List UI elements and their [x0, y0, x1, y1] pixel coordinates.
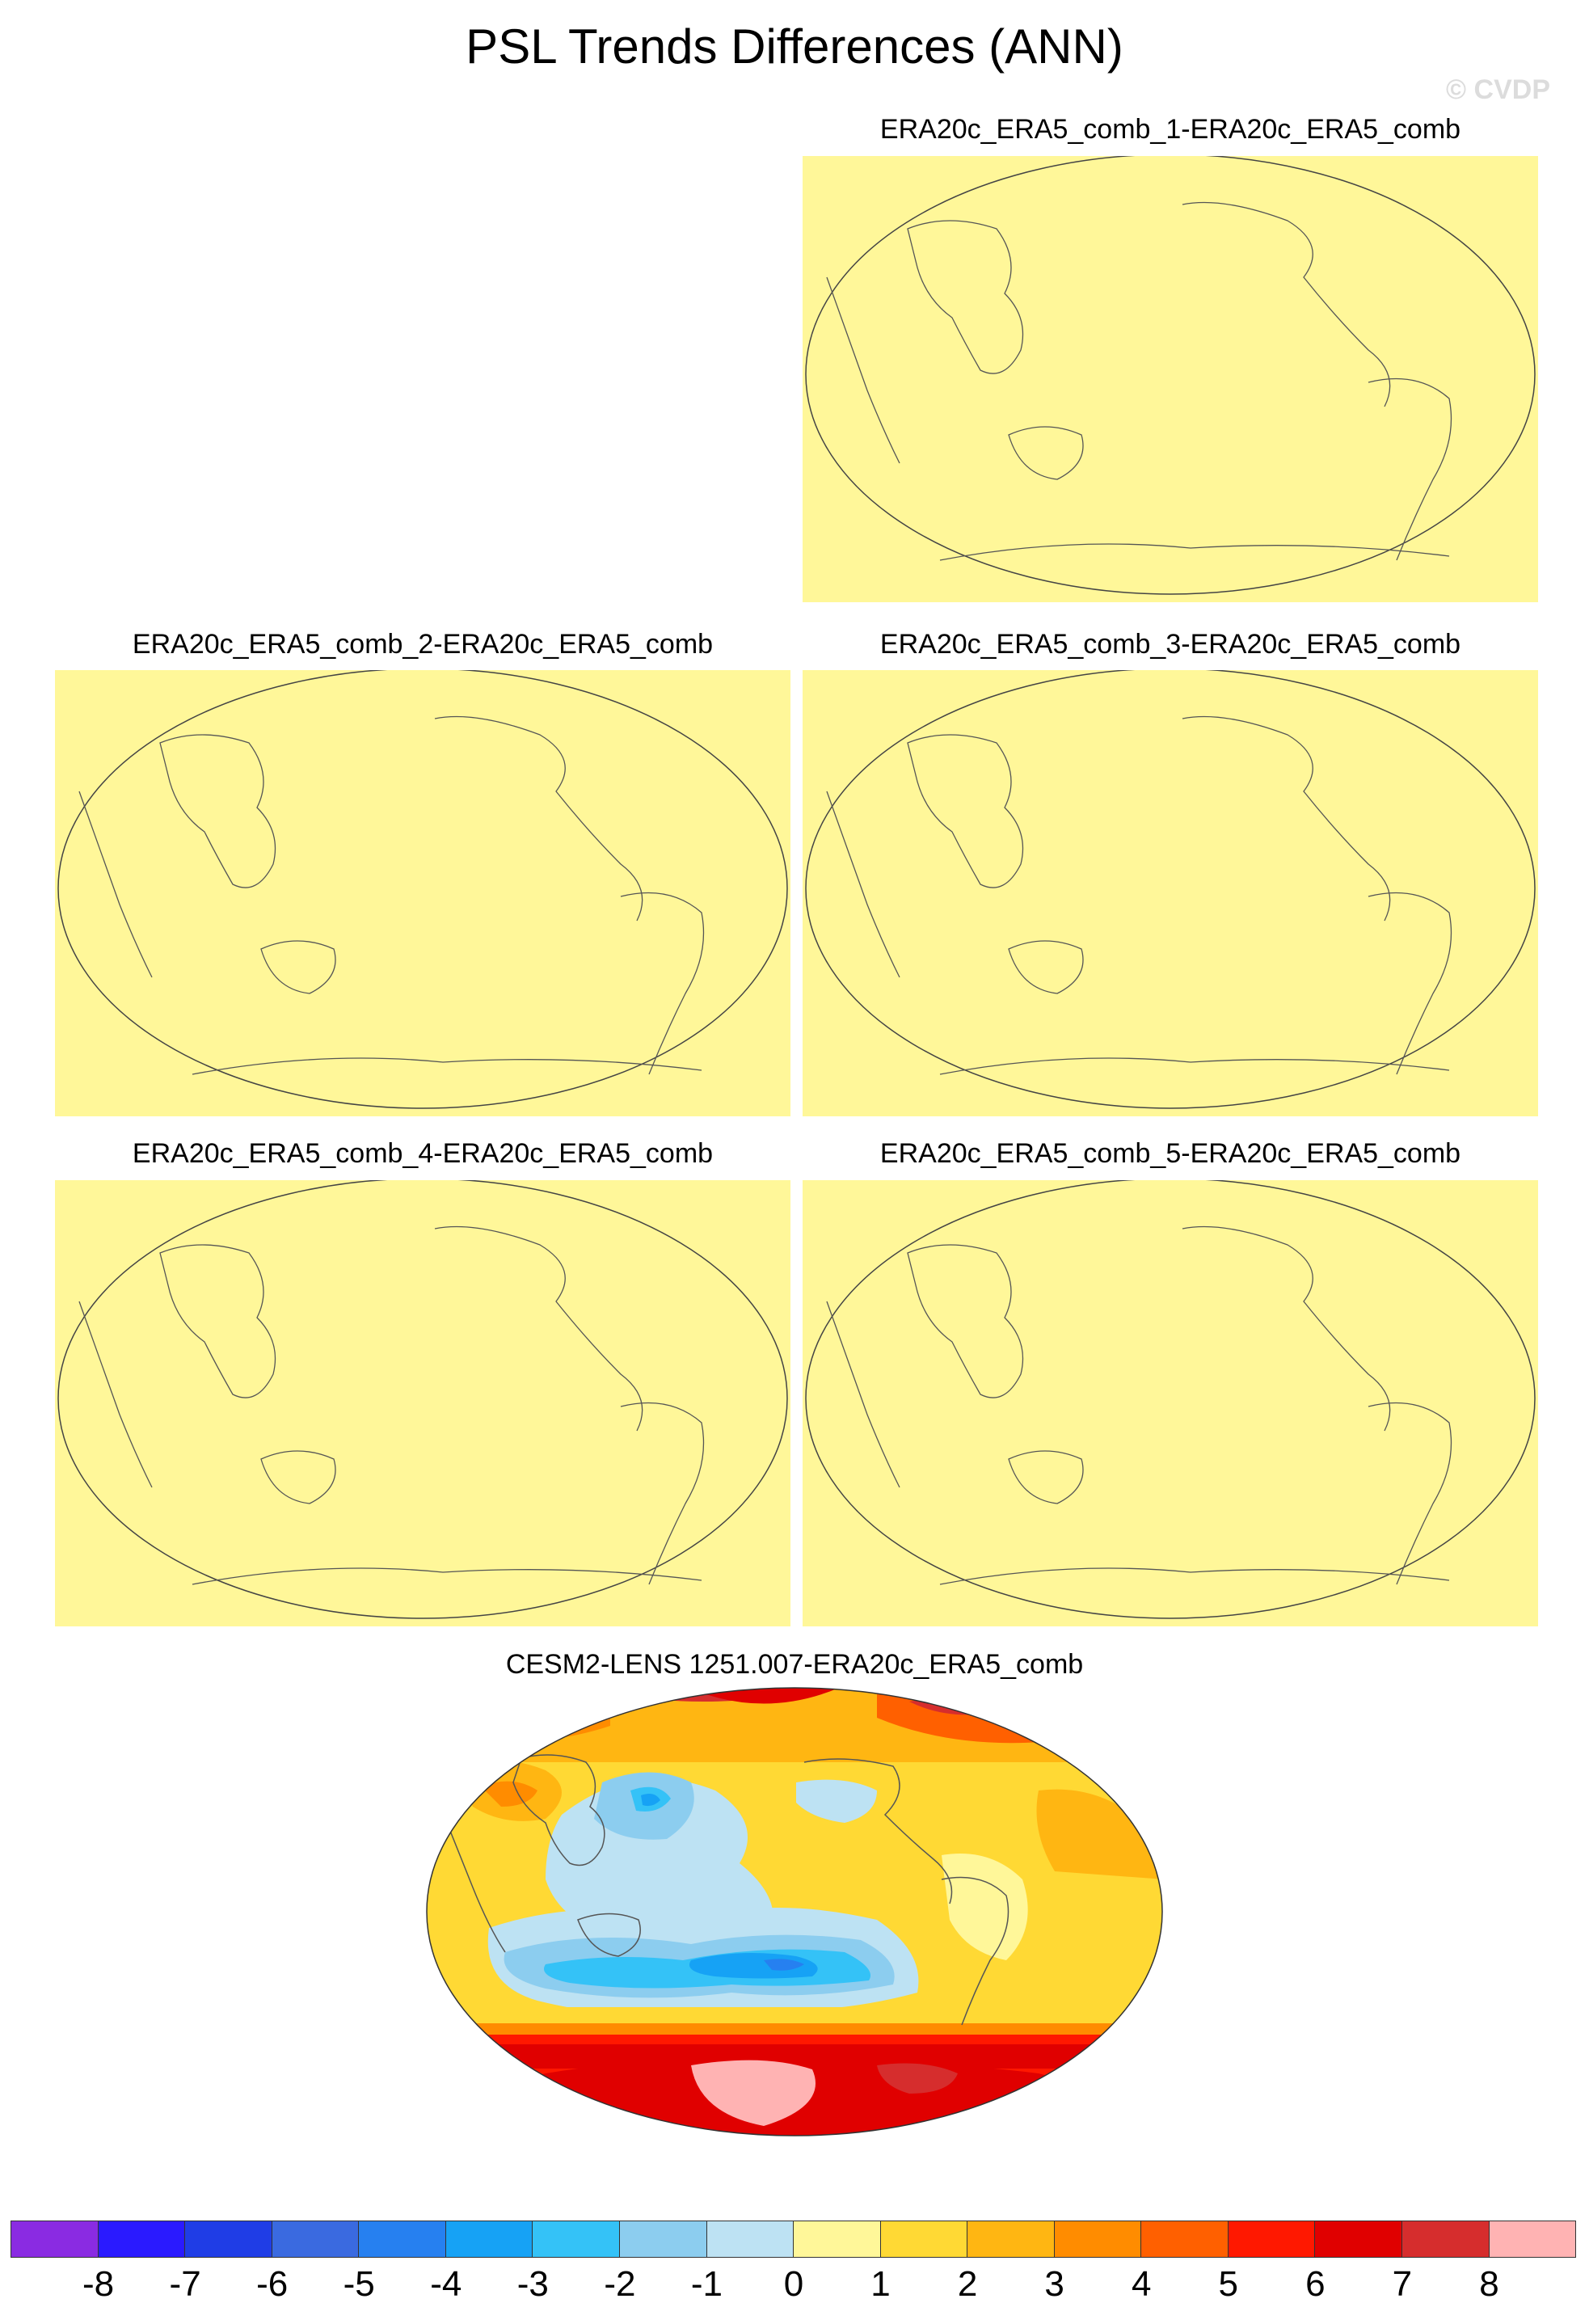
panel-map-svg — [57, 670, 788, 1109]
colorbar-tick-label: 5 — [1218, 2264, 1238, 2304]
coastline — [907, 220, 1024, 374]
coastline — [78, 791, 153, 978]
map-boundary — [805, 1180, 1536, 1619]
coastline — [192, 1057, 702, 1075]
coastline — [159, 1244, 276, 1398]
colorbar-box — [1053, 2221, 1142, 2258]
cesm-panel-title: CESM2-LENS 1251.007-ERA20c_ERA5_comb — [505, 1649, 1084, 1680]
colorbar-tick-label: -5 — [343, 2264, 375, 2304]
coastline — [1008, 940, 1084, 994]
map-boundary — [57, 670, 788, 1109]
colorbar-tick-label: -2 — [604, 2264, 636, 2304]
colorbar-box — [445, 2221, 533, 2258]
colorbar-box — [1140, 2221, 1229, 2258]
coastline — [1368, 377, 1452, 561]
colorbar-box — [271, 2221, 360, 2258]
coastline — [1182, 715, 1391, 922]
map-boundary — [57, 1180, 788, 1619]
panel-5-map — [803, 1180, 1538, 1626]
cesm-map-svg — [426, 1687, 1163, 2136]
colorbar-box — [184, 2221, 272, 2258]
coastline — [434, 715, 643, 922]
coastline — [1182, 201, 1391, 407]
coastline — [434, 1225, 643, 1432]
colorbar-tick-label: 6 — [1305, 2264, 1326, 2304]
panel-2-title: ERA20c_ERA5_comb_2-ERA20c_ERA5_comb — [132, 629, 714, 660]
coastline — [826, 791, 900, 978]
colorbar-box — [358, 2221, 446, 2258]
coastline — [78, 1301, 153, 1488]
panel-3-map — [803, 670, 1538, 1116]
panel-4-map — [55, 1180, 790, 1626]
panel-map-svg — [57, 1180, 788, 1619]
watermark: © CVDP — [1446, 74, 1550, 105]
colorbar-box — [967, 2221, 1055, 2258]
colorbar-box — [793, 2221, 881, 2258]
colorbar-tick-label: -1 — [690, 2264, 723, 2304]
colorbar-box — [11, 2221, 99, 2258]
colorbar-tick-label: -6 — [256, 2264, 289, 2304]
page-title: PSL Trends Differences (ANN) — [466, 19, 1123, 74]
cesm-panel-map — [424, 1685, 1165, 2142]
panel-map-svg — [805, 1180, 1536, 1619]
colorbar — [11, 2221, 1577, 2258]
coastline — [826, 1301, 900, 1488]
coastline — [939, 543, 1450, 561]
colorbar-tick-label: 8 — [1479, 2264, 1499, 2304]
colorbar-box — [706, 2221, 794, 2258]
colorbar-box — [879, 2221, 968, 2258]
panel-2-map — [55, 670, 790, 1116]
coastline — [939, 1057, 1450, 1075]
coastline — [1008, 1450, 1084, 1504]
colorbar-tick-label: -3 — [516, 2264, 549, 2304]
panel-3-title: ERA20c_ERA5_comb_3-ERA20c_ERA5_comb — [879, 629, 1461, 660]
coastline — [260, 1450, 336, 1504]
coastline — [907, 734, 1024, 888]
colorbar-tick-label: 0 — [783, 2264, 804, 2304]
colorbar-tick-label: -8 — [82, 2264, 115, 2304]
panel-4-title: ERA20c_ERA5_comb_4-ERA20c_ERA5_comb — [132, 1138, 714, 1169]
coastline — [907, 1244, 1024, 1398]
coastline — [939, 1567, 1450, 1585]
coastline — [826, 276, 900, 464]
map-boundary — [805, 156, 1536, 595]
coastline — [1368, 892, 1452, 1075]
colorbar-tick-label: -4 — [430, 2264, 462, 2304]
coastline — [1182, 1225, 1391, 1432]
colorbar-labels: -8 -7 -6 -5 -4 -3 -2 -1 0 1 2 3 4 5 6 7 8 — [11, 2262, 1576, 2310]
colorbar-tick-label: 2 — [957, 2264, 978, 2304]
panel-1-title: ERA20c_ERA5_comb_1-ERA20c_ERA5_comb — [879, 114, 1461, 145]
colorbar-box — [1488, 2221, 1577, 2258]
panel-1-map — [803, 156, 1538, 602]
coastline — [620, 1402, 705, 1585]
colorbar-tick-label: -7 — [169, 2264, 201, 2304]
colorbar-box — [97, 2221, 186, 2258]
panel-5-title: ERA20c_ERA5_comb_5-ERA20c_ERA5_comb — [879, 1138, 1461, 1169]
colorbar-box — [1314, 2221, 1402, 2258]
coastline — [159, 734, 276, 888]
coastline — [1368, 1402, 1452, 1585]
coastline — [260, 940, 336, 994]
map-boundary — [805, 670, 1536, 1109]
panel-map-svg — [805, 156, 1536, 595]
colorbar-tick-label: 7 — [1392, 2264, 1413, 2304]
colorbar-box — [532, 2221, 620, 2258]
panel-map-svg — [805, 670, 1536, 1109]
colorbar-box — [1227, 2221, 1316, 2258]
colorbar-tick-label: 1 — [870, 2264, 891, 2304]
coastline — [192, 1567, 702, 1585]
colorbar-box — [618, 2221, 707, 2258]
colorbar-tick-label: 3 — [1044, 2264, 1064, 2304]
coastline — [620, 892, 705, 1075]
colorbar-box — [1401, 2221, 1490, 2258]
coastline — [1008, 426, 1084, 480]
colorbar-tick-label: 4 — [1131, 2264, 1152, 2304]
